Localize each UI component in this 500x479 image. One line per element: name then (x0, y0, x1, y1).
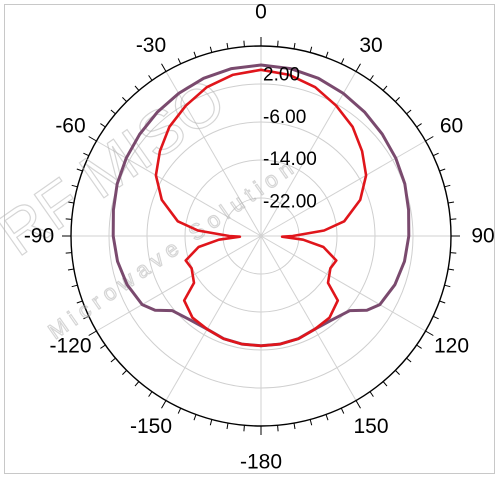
angle-tick (88, 330, 97, 336)
angle-label-150: 150 (353, 415, 388, 438)
grid-spoke (260, 140, 426, 237)
angle-tick (83, 152, 90, 157)
angle-label-60: 60 (440, 115, 463, 138)
angle-tick (134, 381, 140, 387)
angle-tick (67, 268, 74, 271)
angle-tick (450, 218, 457, 220)
angle-tick (110, 357, 116, 363)
radial-tick-label: -22.00 (263, 191, 317, 212)
angle-tick (193, 51, 197, 58)
angle-tick (226, 423, 229, 430)
radial-tick-label: -14.00 (263, 149, 317, 170)
angle-tick (65, 252, 72, 254)
angle-tick (448, 268, 455, 271)
angle-tick (340, 407, 345, 414)
angle-label-0: 0 (255, 1, 267, 24)
angle-tick (100, 123, 106, 128)
angle-tick (406, 357, 412, 363)
angle-tick (67, 201, 74, 204)
angle-label-neg120: -120 (49, 335, 91, 358)
angle-tick (406, 109, 412, 115)
grid-spoke (96, 235, 262, 332)
grid-spoke (165, 235, 262, 401)
angle-tick (444, 184, 451, 188)
angle-tick (309, 46, 313, 53)
angle-tick (122, 370, 127, 375)
angle-tick (448, 201, 455, 204)
angle-tick (65, 218, 72, 220)
angle-tick (71, 284, 78, 288)
angle-tick (450, 252, 457, 254)
angle-tick (148, 75, 153, 81)
angle-tick (439, 300, 446, 304)
angle-label-neg90: -90 (24, 225, 54, 248)
angle-label-neg60: -60 (55, 115, 85, 138)
grid-spoke (165, 71, 262, 237)
grid-spoke (260, 235, 357, 401)
angle-tick (382, 381, 388, 387)
angle-tick (432, 152, 439, 157)
grid-spoke (260, 71, 357, 237)
angle-tick (416, 344, 422, 349)
angle-label-120: 120 (434, 335, 469, 358)
grid-spoke (96, 140, 262, 237)
angle-tick (148, 391, 153, 397)
series-layer (111, 63, 411, 348)
angle-tick (369, 391, 374, 397)
angle-tick (355, 63, 361, 72)
polar-grid (62, 37, 460, 435)
angle-tick (226, 42, 229, 49)
angle-tick (277, 40, 279, 47)
angle-tick (432, 315, 439, 320)
angle-tick (177, 407, 182, 414)
angle-tick (425, 136, 434, 142)
angle-tick (425, 330, 434, 336)
angle-tick (100, 344, 106, 349)
angle-tick (293, 423, 296, 430)
angle-tick (293, 42, 296, 49)
angle-tick (76, 168, 83, 172)
angle-label-neg150: -150 (130, 415, 172, 438)
angle-tick (122, 97, 127, 102)
angle-tick (209, 419, 213, 426)
angle-label-neg180: -180 (240, 451, 282, 474)
angle-tick (71, 184, 78, 188)
angle-tick (340, 58, 345, 65)
angle-tick (325, 414, 329, 421)
angle-tick (395, 97, 400, 102)
angle-tick (161, 63, 167, 72)
angle-tick (88, 136, 97, 142)
angle-tick (243, 40, 245, 47)
angle-tick (309, 419, 313, 426)
angle-tick (277, 425, 279, 432)
angle-tick (325, 51, 329, 58)
angle-tick (243, 425, 245, 432)
angle-tick (110, 109, 116, 115)
angle-tick (177, 58, 182, 65)
angle-tick (444, 284, 451, 288)
angle-label-30: 30 (359, 34, 382, 57)
angle-tick (439, 168, 446, 172)
angle-tick (355, 400, 361, 409)
angle-tick (382, 85, 388, 91)
angle-tick (76, 300, 83, 304)
label-layer: 0 30 60 90 120 150 -180 -150 -120 -90 -60 -30 2.00 -6… (24, 1, 495, 474)
grid-spoke (260, 235, 426, 332)
radial-tick-label: -6.00 (263, 107, 306, 128)
angle-tick (369, 75, 374, 81)
angle-label-90: 90 (471, 225, 494, 248)
angle-tick (416, 123, 422, 128)
angle-tick (209, 46, 213, 53)
radial-tick-label: 2.00 (263, 65, 300, 86)
angle-tick (193, 414, 197, 421)
angle-tick (161, 400, 167, 409)
angle-label-neg30: -30 (136, 34, 166, 57)
angle-tick (134, 85, 140, 91)
angle-tick (83, 315, 90, 320)
angle-tick (395, 370, 400, 375)
series-line-2 (154, 68, 368, 348)
